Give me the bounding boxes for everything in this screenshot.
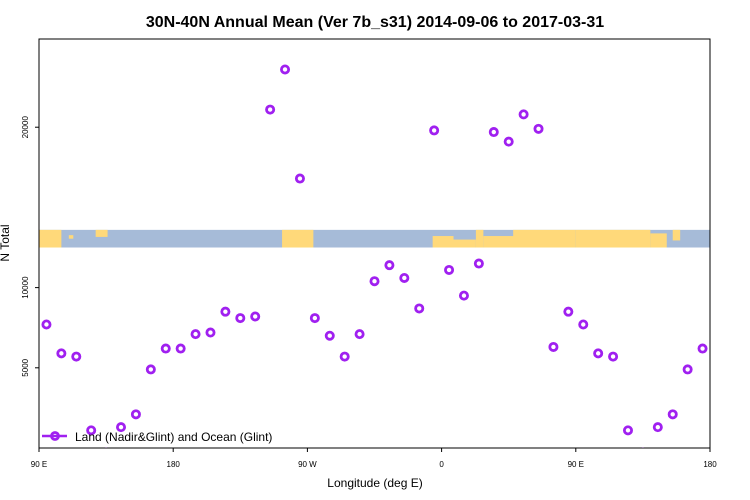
data-point <box>399 272 410 283</box>
data-point <box>652 422 663 433</box>
data-point <box>578 319 589 330</box>
land-area <box>68 235 74 239</box>
data-point <box>384 260 395 271</box>
land-area <box>432 236 454 248</box>
data-point <box>608 351 619 362</box>
x-tick-label: 0 <box>439 460 444 469</box>
y-tick-label: 5000 <box>21 358 30 376</box>
data-point <box>104 447 108 448</box>
data-point <box>473 258 484 269</box>
legend: Land (Nadir&Glint) and Ocean (Glint) <box>42 430 272 444</box>
land-area <box>483 236 517 248</box>
x-axis-label: Longitude (deg E) <box>327 476 422 490</box>
data-points <box>41 64 708 448</box>
data-point <box>294 173 305 184</box>
y-axis: 5000 10000 20000 <box>21 116 39 377</box>
data-point <box>56 348 67 359</box>
data-point <box>563 306 574 317</box>
chart-title: 30N-40N Annual Mean (Ver 7b_s31) 2014-09… <box>146 14 604 31</box>
x-axis: 90 E 180 90 W 0 90 E 180 <box>31 448 717 469</box>
land-area <box>575 229 651 248</box>
land-area <box>672 229 681 241</box>
data-point <box>190 329 201 340</box>
data-point <box>414 303 425 314</box>
data-point <box>548 341 559 352</box>
land-area <box>450 239 476 248</box>
x-tick-label: 180 <box>703 460 717 469</box>
plot-frame <box>38 38 711 449</box>
data-point <box>518 109 529 120</box>
land-area <box>295 244 308 248</box>
data-point <box>265 104 276 115</box>
data-point <box>160 343 171 354</box>
data-point <box>280 64 291 75</box>
data-point <box>444 264 455 275</box>
land-area <box>475 229 484 248</box>
data-point <box>205 327 216 338</box>
legend-marker <box>50 431 60 441</box>
x-tick-label: 90 E <box>31 460 47 469</box>
data-point <box>145 364 156 375</box>
data-point <box>458 290 469 301</box>
land-area <box>650 233 667 248</box>
land-area <box>95 229 108 237</box>
land-area <box>39 229 62 248</box>
data-point <box>324 330 335 341</box>
data-point <box>503 136 514 147</box>
world-map-band <box>39 229 710 248</box>
data-point <box>593 348 604 359</box>
x-tick-label: 180 <box>167 460 181 469</box>
data-point <box>130 409 141 420</box>
y-tick-label: 10000 <box>21 276 30 299</box>
data-point <box>250 311 261 322</box>
data-point <box>622 425 633 436</box>
data-point <box>309 313 320 324</box>
data-point <box>369 276 380 287</box>
data-point <box>533 123 544 134</box>
data-point <box>339 351 350 362</box>
data-point <box>86 425 97 436</box>
x-tick-label: 90 E <box>568 460 584 469</box>
y-tick-label: 20000 <box>21 116 30 139</box>
data-point <box>488 127 499 138</box>
data-point <box>682 364 693 375</box>
data-point <box>71 351 82 362</box>
data-point <box>116 422 127 433</box>
data-point <box>354 329 365 340</box>
data-point <box>667 409 678 420</box>
data-point <box>429 125 440 136</box>
data-point <box>697 343 708 354</box>
legend-label: Land (Nadir&Glint) and Ocean (Glint) <box>75 430 272 444</box>
land-area <box>282 229 314 248</box>
x-tick-label: 90 W <box>298 460 317 469</box>
data-point <box>175 343 186 354</box>
y-axis-label: N Total <box>0 224 12 261</box>
land-area <box>513 229 576 248</box>
data-point <box>41 319 52 330</box>
data-point <box>220 306 231 317</box>
data-point <box>641 447 645 448</box>
data-point <box>235 313 246 324</box>
